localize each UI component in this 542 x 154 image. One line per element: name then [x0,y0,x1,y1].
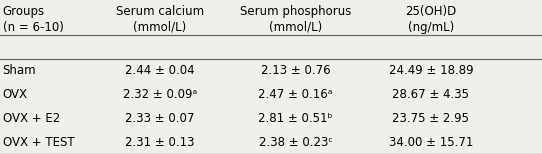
Text: 2.47 ± 0.16ᵃ: 2.47 ± 0.16ᵃ [258,88,333,101]
Text: Groups
(n = 6-10): Groups (n = 6-10) [3,5,63,34]
Text: 25(OH)D
(ng/mL): 25(OH)D (ng/mL) [405,5,456,34]
Text: 2.38 ± 0.23ᶜ: 2.38 ± 0.23ᶜ [259,136,332,149]
Text: 2.81 ± 0.51ᵇ: 2.81 ± 0.51ᵇ [258,112,333,125]
Text: 2.33 ± 0.07: 2.33 ± 0.07 [125,112,195,125]
Text: OVX + TEST: OVX + TEST [3,136,74,149]
Text: 2.31 ± 0.13: 2.31 ± 0.13 [125,136,195,149]
Text: 28.67 ± 4.35: 28.67 ± 4.35 [392,88,469,101]
Text: 2.32 ± 0.09ᵃ: 2.32 ± 0.09ᵃ [123,88,197,101]
Text: 2.44 ± 0.04: 2.44 ± 0.04 [125,64,195,77]
Text: 23.75 ± 2.95: 23.75 ± 2.95 [392,112,469,125]
Text: Serum phosphorus
(mmol/L): Serum phosphorus (mmol/L) [240,5,351,34]
Text: 24.49 ± 18.89: 24.49 ± 18.89 [389,64,473,77]
Text: Sham: Sham [3,64,36,77]
Text: Serum calcium
(mmol/L): Serum calcium (mmol/L) [116,5,204,34]
Text: 34.00 ± 15.71: 34.00 ± 15.71 [389,136,473,149]
Text: OVX + E2: OVX + E2 [3,112,60,125]
Text: 2.13 ± 0.76: 2.13 ± 0.76 [261,64,330,77]
Text: OVX: OVX [3,88,28,101]
